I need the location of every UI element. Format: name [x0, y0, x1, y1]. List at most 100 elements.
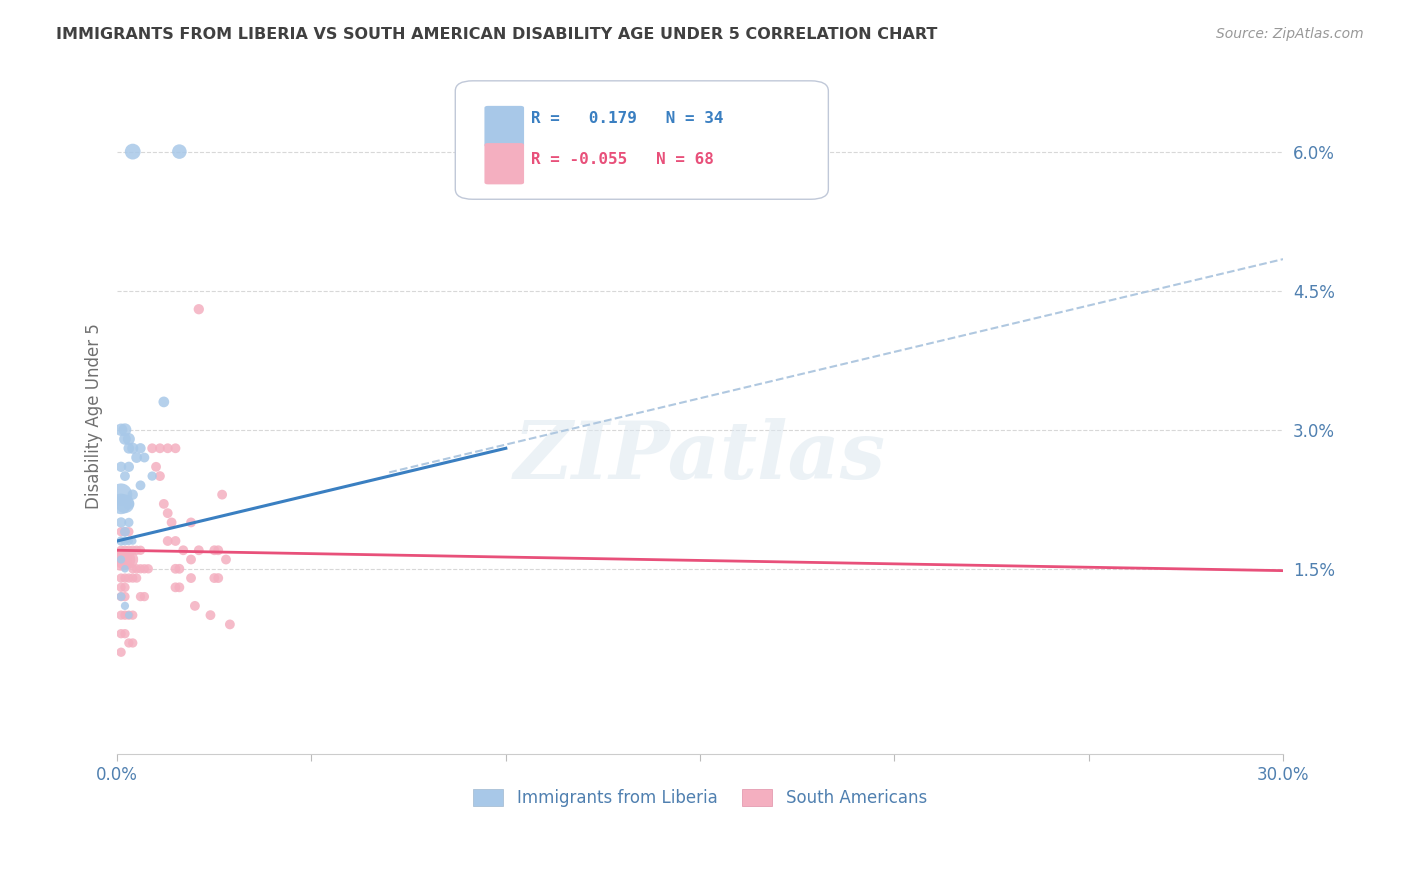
Point: [165, 533, 187, 548]
Point: [118, 552, 141, 566]
Point: [156, 533, 179, 548]
Point: [110, 459, 132, 474]
Text: R =   0.179   N = 34: R = 0.179 N = 34: [531, 112, 724, 127]
Point: [172, 543, 194, 558]
Point: [110, 626, 132, 640]
Point: [110, 552, 132, 566]
Point: [118, 533, 141, 548]
Point: [110, 608, 132, 623]
Point: [169, 562, 191, 576]
Point: [114, 608, 136, 623]
Point: [141, 442, 163, 456]
Point: [187, 543, 209, 558]
FancyBboxPatch shape: [485, 106, 524, 147]
Point: [156, 506, 179, 520]
Point: [211, 488, 233, 502]
Point: [114, 543, 136, 558]
Point: [110, 590, 132, 604]
Point: [110, 552, 132, 566]
Point: [121, 636, 143, 650]
Point: [114, 590, 136, 604]
Point: [121, 543, 143, 558]
Point: [121, 145, 143, 159]
Point: [165, 580, 187, 594]
Point: [114, 533, 136, 548]
Point: [125, 543, 148, 558]
Point: [184, 599, 207, 613]
Point: [110, 516, 132, 530]
Point: [129, 562, 152, 576]
Point: [215, 552, 238, 566]
Point: [121, 608, 143, 623]
Point: [110, 571, 132, 585]
Point: [121, 562, 143, 576]
Point: [121, 571, 143, 585]
Point: [121, 488, 143, 502]
Point: [153, 497, 176, 511]
Y-axis label: Disability Age Under 5: Disability Age Under 5: [86, 323, 103, 508]
Point: [110, 524, 132, 539]
Point: [134, 590, 156, 604]
Point: [114, 469, 136, 483]
Point: [110, 533, 132, 548]
Point: [114, 423, 136, 437]
Point: [114, 497, 136, 511]
Point: [118, 459, 141, 474]
Point: [121, 442, 143, 456]
Text: ZIPatlas: ZIPatlas: [515, 417, 886, 495]
Point: [149, 469, 172, 483]
Point: [110, 645, 132, 659]
Point: [114, 524, 136, 539]
Point: [165, 442, 187, 456]
Point: [114, 580, 136, 594]
Text: IMMIGRANTS FROM LIBERIA VS SOUTH AMERICAN DISABILITY AGE UNDER 5 CORRELATION CHA: IMMIGRANTS FROM LIBERIA VS SOUTH AMERICA…: [56, 27, 938, 42]
Point: [180, 571, 202, 585]
Point: [110, 497, 132, 511]
Point: [118, 497, 141, 511]
Point: [129, 478, 152, 492]
Point: [110, 590, 132, 604]
Point: [145, 459, 167, 474]
Point: [160, 516, 183, 530]
Point: [129, 590, 152, 604]
Point: [125, 571, 148, 585]
Point: [114, 552, 136, 566]
Point: [125, 562, 148, 576]
Point: [118, 524, 141, 539]
Point: [118, 543, 141, 558]
Legend: Immigrants from Liberia, South Americans: Immigrants from Liberia, South Americans: [467, 782, 934, 814]
Point: [180, 552, 202, 566]
Point: [202, 543, 225, 558]
Point: [114, 599, 136, 613]
Point: [187, 302, 209, 317]
Text: Source: ZipAtlas.com: Source: ZipAtlas.com: [1216, 27, 1364, 41]
Point: [110, 580, 132, 594]
Point: [118, 432, 141, 446]
Point: [129, 543, 152, 558]
Point: [110, 543, 132, 558]
Point: [125, 450, 148, 465]
Point: [149, 442, 172, 456]
Point: [118, 442, 141, 456]
Point: [169, 580, 191, 594]
Point: [207, 571, 229, 585]
Point: [134, 562, 156, 576]
Point: [114, 571, 136, 585]
Point: [180, 516, 202, 530]
Point: [118, 571, 141, 585]
Point: [121, 533, 143, 548]
Point: [153, 395, 176, 409]
Point: [110, 423, 132, 437]
Point: [110, 488, 132, 502]
Point: [136, 562, 159, 576]
Text: R = -0.055   N = 68: R = -0.055 N = 68: [531, 152, 714, 167]
FancyBboxPatch shape: [485, 143, 524, 185]
Point: [165, 562, 187, 576]
Point: [118, 516, 141, 530]
Point: [156, 442, 179, 456]
Point: [141, 469, 163, 483]
Point: [118, 608, 141, 623]
Point: [207, 543, 229, 558]
Point: [129, 442, 152, 456]
Point: [114, 524, 136, 539]
